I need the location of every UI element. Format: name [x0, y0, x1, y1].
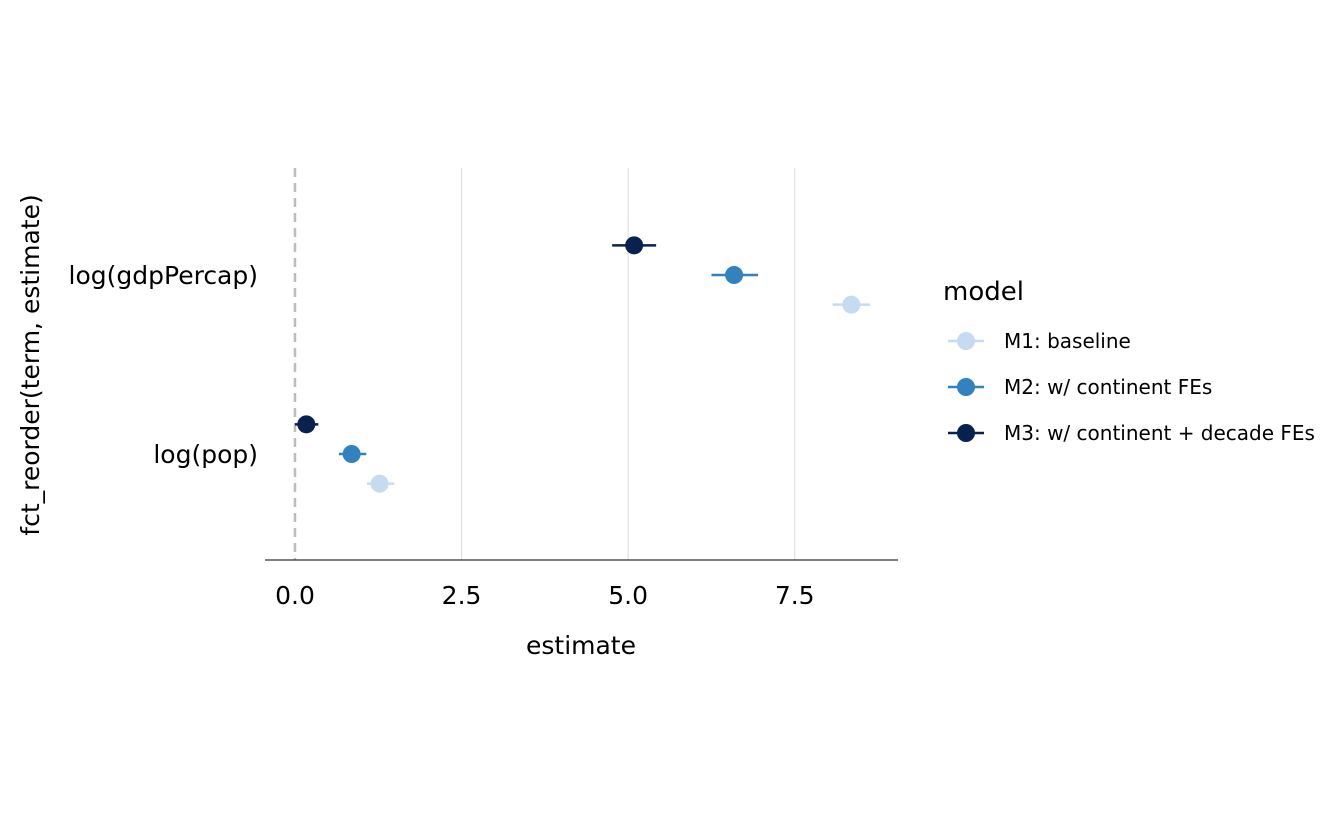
- legend-title: model: [943, 277, 1024, 307]
- point: [342, 445, 361, 463]
- y-tick-label: log(pop): [153, 440, 258, 469]
- point: [370, 474, 389, 493]
- x-tick-label: 7.5: [775, 581, 815, 610]
- labels-layer: estimate fct_reorder(term, estimate) log…: [16, 194, 636, 660]
- legend-key-point: [957, 424, 975, 442]
- legend-key-point: [957, 378, 975, 396]
- y-axis-title: fct_reorder(term, estimate): [16, 194, 45, 535]
- y-tick-label: log(gdpPercap): [69, 261, 258, 290]
- legend-label: M1: baseline: [1004, 329, 1131, 353]
- axis-layer: 0.0 2.5 5.0 7.5: [265, 559, 898, 610]
- legend-label: M2: w/ continent FEs: [1004, 375, 1212, 399]
- x-tick-label: 0.0: [275, 581, 315, 610]
- grid-layer: [461, 168, 796, 560]
- point: [842, 295, 861, 314]
- point: [297, 415, 316, 434]
- x-tick-label: 2.5: [442, 581, 482, 610]
- point: [625, 236, 644, 255]
- legend-label: M3: w/ continent + decade FEs: [1004, 421, 1315, 445]
- legend: model M1: baseline M2: w/ continent FEs M3…: [943, 277, 1315, 445]
- legend-key-point: [957, 332, 975, 350]
- x-tick-label: 5.0: [608, 581, 648, 610]
- point: [725, 266, 744, 284]
- x-axis-title: estimate: [526, 631, 636, 660]
- marks-layer: [294, 236, 871, 493]
